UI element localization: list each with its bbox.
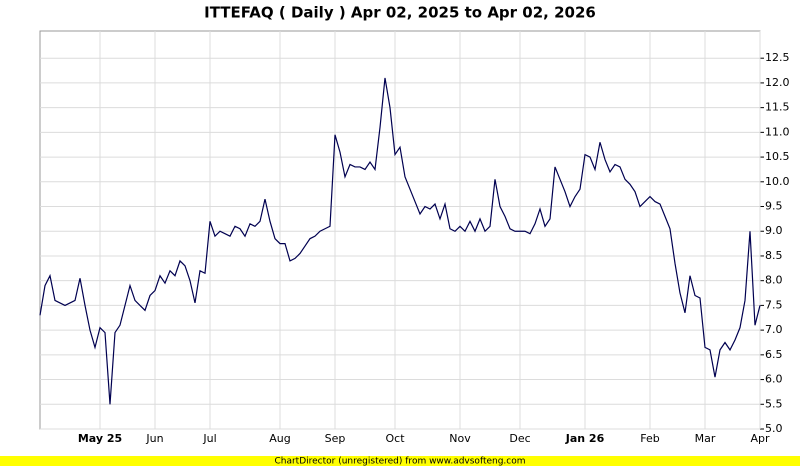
- y-tick-label: 8.0: [765, 274, 783, 287]
- y-tick-label: 5.0: [765, 422, 783, 435]
- x-tick-label: Dec: [509, 432, 530, 445]
- y-tick-label: 11.5: [765, 101, 790, 114]
- x-tick-label: Apr: [750, 432, 770, 445]
- y-tick-label: 11.0: [765, 125, 790, 138]
- x-tick-label: Nov: [449, 432, 471, 445]
- y-tick-label: 7.0: [765, 323, 783, 336]
- x-tick-label: Mar: [695, 432, 716, 445]
- y-tick-label: 6.0: [765, 373, 783, 386]
- footer-bar: [0, 456, 800, 466]
- y-tick-label: 12.0: [765, 76, 790, 89]
- x-tick-label: Jun: [145, 432, 163, 445]
- x-tick-label: Oct: [385, 432, 405, 445]
- y-tick-label: 9.5: [765, 200, 783, 213]
- plot-area: [39, 30, 761, 430]
- y-tick-label: 10.0: [765, 175, 790, 188]
- y-tick-label: 12.5: [765, 51, 790, 64]
- chart-title: ITTEFAQ ( Daily ) Apr 02, 2025 to Apr 02…: [204, 4, 596, 22]
- y-tick-label: 8.5: [765, 249, 783, 262]
- x-tick-label: Aug: [269, 432, 290, 445]
- y-tick-label: 7.5: [765, 298, 783, 311]
- x-tick-label: Jul: [202, 432, 216, 445]
- x-tick-label: May 25: [78, 432, 122, 445]
- footer: ChartDirector (unregistered) from www.ad…: [274, 457, 525, 466]
- x-tick-label: Feb: [640, 432, 659, 445]
- x-tick-label: Jan 26: [565, 432, 605, 445]
- x-tick-label: Sep: [325, 432, 346, 445]
- y-tick-label: 9.0: [765, 224, 783, 237]
- y-tick-label: 5.5: [765, 397, 783, 410]
- price-line: [39, 77, 761, 405]
- y-tick-label: 6.5: [765, 348, 783, 361]
- y-tick-label: 10.5: [765, 150, 790, 163]
